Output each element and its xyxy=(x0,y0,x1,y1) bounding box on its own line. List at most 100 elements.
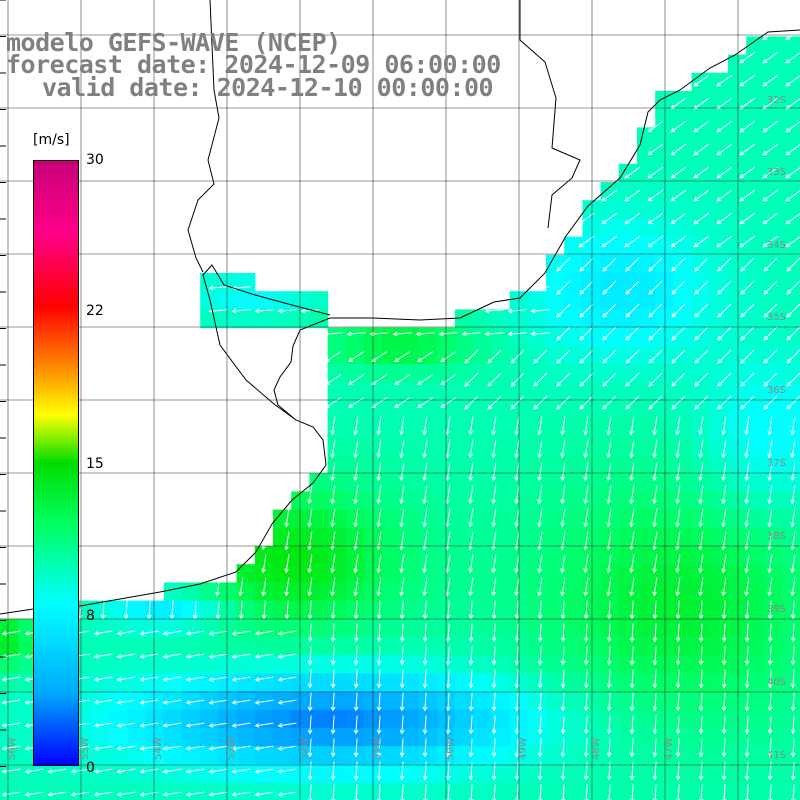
wind-speed-cell xyxy=(345,655,365,674)
wind-speed-cell xyxy=(782,400,800,420)
wind-speed-cell xyxy=(709,600,729,620)
wind-speed-cell xyxy=(200,655,219,674)
wind-speed-cell xyxy=(18,746,37,765)
wind-arrow xyxy=(767,439,773,459)
wind-arrow xyxy=(560,692,566,712)
wind-arrow xyxy=(468,623,474,643)
wind-arrow xyxy=(530,285,550,291)
wind-speed-cell xyxy=(382,473,401,492)
wind-speed-cell xyxy=(91,600,110,620)
wind-speed-cell xyxy=(709,546,729,565)
wind-arrow xyxy=(648,395,663,410)
wind-speed-cell xyxy=(728,764,747,784)
wind-speed-cell xyxy=(291,291,310,310)
wind-speed-cell xyxy=(782,309,800,329)
wind-speed-cell xyxy=(746,382,765,401)
wind-speed-cell xyxy=(491,764,511,784)
wind-arrow xyxy=(785,29,800,41)
wind-speed-cell xyxy=(309,473,329,492)
wind-speed-cell xyxy=(746,364,765,383)
wind-speed-cell xyxy=(327,455,347,474)
wind-speed-cell xyxy=(564,728,583,747)
wind-arrow xyxy=(376,761,382,781)
wind-speed-cell xyxy=(691,436,711,456)
wind-speed-cell xyxy=(309,564,329,583)
wind-arrow xyxy=(514,531,520,551)
wind-arrow xyxy=(556,326,571,341)
wind-speed-cell xyxy=(709,527,729,547)
wind-arrow xyxy=(330,600,336,620)
wind-speed-cell xyxy=(382,582,401,602)
title-model: modelo GEFS-WAVE (NCEP) xyxy=(6,28,341,57)
wind-arrow xyxy=(629,761,635,781)
wind-speed-cell xyxy=(709,782,729,800)
wind-arrow xyxy=(790,416,796,436)
wind-arrow xyxy=(254,653,274,659)
wind-speed-cell xyxy=(691,473,711,492)
wind-speed-cell xyxy=(764,345,784,365)
wind-arrow xyxy=(330,623,336,643)
wind-arrow xyxy=(491,646,497,666)
wind-arrow xyxy=(307,485,313,505)
wind-arrow xyxy=(583,623,589,643)
wind-speed-cell xyxy=(637,746,656,765)
wind-arrow xyxy=(579,326,594,341)
wind-speed-cell xyxy=(746,637,765,656)
wind-arrow xyxy=(537,485,543,505)
wind-arrow xyxy=(394,397,411,409)
colorbar xyxy=(33,160,79,766)
wind-arrow xyxy=(254,285,274,291)
wind-arrow xyxy=(514,646,520,666)
wind-speed-cell xyxy=(618,400,638,420)
wind-arrow xyxy=(1,791,21,797)
wind-speed-cell xyxy=(546,436,565,456)
wind-speed-cell xyxy=(0,655,19,674)
wind-speed-cell xyxy=(418,473,438,492)
wind-speed-cell xyxy=(691,564,711,583)
wind-speed-cell xyxy=(746,109,765,128)
wind-arrow xyxy=(514,416,520,436)
lat-label: 38S xyxy=(767,531,786,542)
wind-speed-cell xyxy=(327,655,347,674)
wind-speed-cell xyxy=(109,728,128,747)
wind-arrow xyxy=(625,280,640,295)
wind-arrow xyxy=(790,554,796,574)
wind-speed-cell xyxy=(345,509,365,529)
wind-speed-cell xyxy=(546,273,565,292)
wind-arrow xyxy=(376,416,382,436)
wind-speed-cell xyxy=(254,291,274,310)
wind-arrow xyxy=(652,462,658,482)
wind-speed-cell xyxy=(637,382,656,401)
wind-speed-cell xyxy=(291,491,310,511)
wind-speed-cell xyxy=(600,509,620,529)
wind-speed-cell xyxy=(527,382,547,401)
wind-speed-cell xyxy=(218,291,238,310)
wind-arrow xyxy=(583,692,589,712)
wind-speed-cell xyxy=(546,564,565,583)
wind-arrow xyxy=(399,623,405,643)
wind-arrow xyxy=(647,212,664,225)
wind-speed-cell xyxy=(691,145,711,165)
wind-speed-cell xyxy=(400,327,420,347)
wind-speed-cell xyxy=(782,473,800,492)
wind-speed-cell xyxy=(309,527,329,547)
wind-arrow xyxy=(208,653,228,659)
colorbar-tick-15: 15 xyxy=(86,456,104,472)
wind-speed-cell xyxy=(309,600,329,620)
wind-speed-cell xyxy=(691,200,711,219)
wind-arrow xyxy=(606,623,612,643)
wind-speed-cell xyxy=(782,345,800,365)
wind-speed-cell xyxy=(600,455,620,474)
wind-speed-cell xyxy=(637,782,656,800)
wind-speed-cell xyxy=(673,400,693,420)
wind-speed-cell xyxy=(109,637,128,656)
wind-speed-cell xyxy=(382,527,401,547)
wind-speed-cell xyxy=(400,364,420,383)
wind-speed-cell xyxy=(291,764,310,784)
wind-arrow xyxy=(740,349,755,364)
wind-speed-cell xyxy=(382,345,401,365)
wind-speed-cell xyxy=(618,418,638,438)
wind-arrow xyxy=(716,97,733,110)
wind-speed-cell xyxy=(327,618,347,638)
wind-arrow xyxy=(376,715,382,735)
